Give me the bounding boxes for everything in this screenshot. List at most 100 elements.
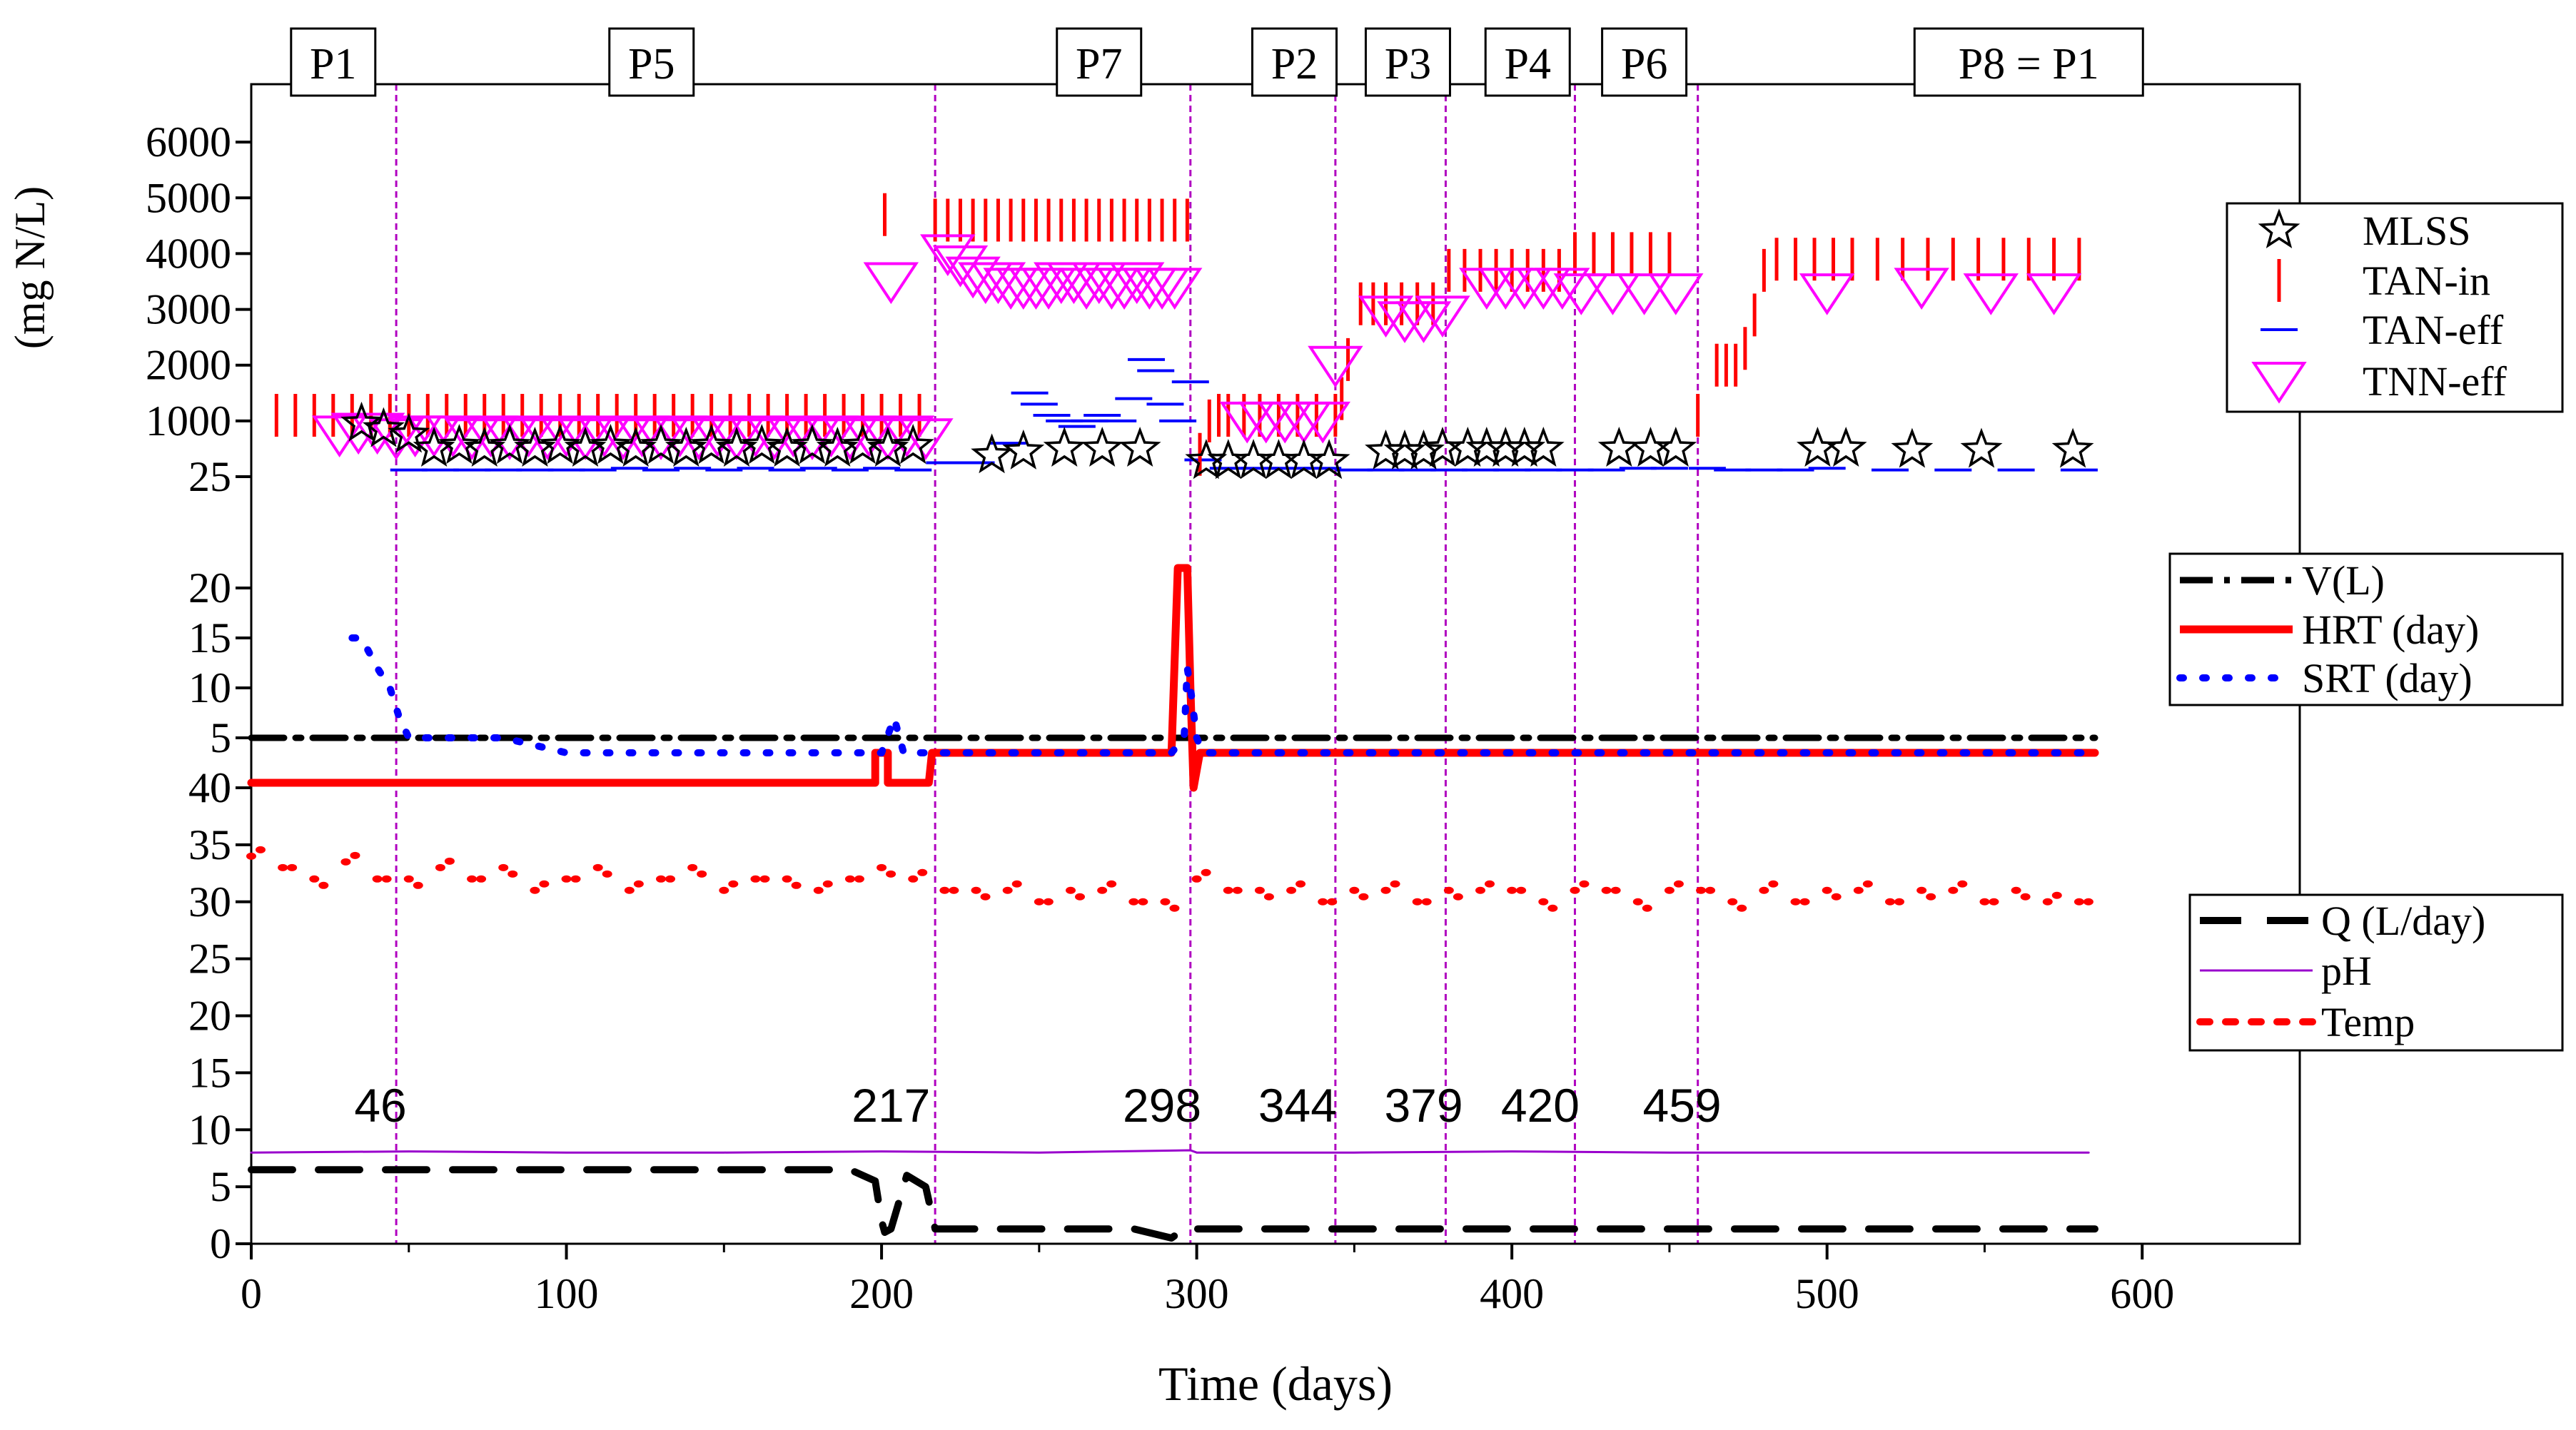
temp-point (1453, 893, 1463, 901)
tnn-eff-point (1894, 268, 1949, 310)
tnn-eff-point (747, 418, 802, 460)
tnn-eff-point (595, 418, 651, 460)
phase-label-box (1913, 27, 2144, 97)
temp-point (1263, 893, 1274, 901)
tnn-eff-point (1553, 273, 1610, 315)
legend-label: MLSS (2363, 208, 2471, 254)
series-ph-line (250, 1149, 2090, 1154)
y-tick-label: 35 (188, 821, 231, 868)
mlss-point (362, 407, 405, 447)
divider-day-label: 46 (354, 1079, 406, 1132)
temp-point (1642, 904, 1652, 912)
temp-point (1066, 886, 1076, 894)
temp-point (318, 881, 329, 889)
legend-label: TNN-eff (2363, 358, 2507, 405)
x-tick-label: 200 (849, 1270, 914, 1317)
legend-box (2226, 202, 2564, 413)
y-tick-label: 2000 (146, 342, 231, 389)
legend-label: pH (2321, 948, 2372, 994)
temp-point (1128, 898, 1139, 906)
temp-point (665, 875, 675, 883)
phase-label-box (1484, 27, 1571, 97)
phase-label-box (1056, 27, 1143, 97)
tnn-eff-point (1071, 262, 1127, 305)
tnn-eff-point (727, 415, 784, 458)
temp-point (1768, 880, 1779, 888)
tnn-eff-point (945, 256, 1001, 299)
tnn-eff-point (1021, 268, 1076, 310)
divider-day-label: 344 (1258, 1079, 1337, 1132)
temp-point (592, 863, 603, 871)
mlss-point (971, 433, 1013, 474)
temp-point (687, 863, 698, 871)
mlss-point (1308, 439, 1350, 480)
temp-point (476, 875, 487, 883)
phase-label-layer: P1 P5 P7 P2 P3 P4 P6 P8 = P1 (290, 27, 2144, 97)
mlss-point (413, 426, 455, 467)
tnn-eff-point (520, 418, 575, 460)
temp-point (2074, 898, 2084, 906)
mlss-point (1043, 426, 1086, 467)
mlss-point (340, 401, 383, 442)
temp-point (719, 886, 729, 894)
temp-point (1507, 886, 1517, 894)
temp-point (728, 880, 739, 888)
temp-point (908, 875, 919, 883)
tnn-eff-point (863, 262, 919, 305)
tnn-eff-point (822, 418, 878, 460)
temp-point (1727, 898, 1738, 906)
temp-point (2011, 886, 2021, 894)
temp-point (854, 875, 864, 883)
temp-point (782, 875, 792, 883)
temp-point (1696, 886, 1707, 894)
temp-point (1011, 880, 1022, 888)
tnn-eff-point (1415, 295, 1470, 338)
legend-label: Q (L/day) (2321, 898, 2485, 944)
x-axis: 0 100 200 300 400 500 600 (241, 1244, 2174, 1317)
mlss-point (388, 412, 430, 453)
temp-point (1579, 880, 1590, 888)
temp-point (1201, 868, 1211, 876)
y-tick-label: 10 (188, 664, 231, 711)
mlss-point (539, 424, 582, 465)
temp-point (2083, 898, 2093, 906)
temp-point (278, 863, 288, 871)
mlss-point (740, 424, 783, 465)
temp-point (1295, 880, 1306, 888)
temp-point (403, 875, 414, 883)
temp-point (1799, 898, 1810, 906)
tnn-eff-point (1616, 273, 1672, 315)
day-label-layer: 46 217 298 344 379 420 459 (354, 1079, 1721, 1132)
temp-point (570, 875, 581, 883)
mlss-point (766, 426, 808, 467)
temp-point (1737, 904, 1747, 912)
mlss-point (564, 426, 607, 467)
tnn-eff-point (841, 415, 897, 458)
tnn-eff-point (860, 418, 916, 460)
tnn-eff-point (538, 415, 595, 458)
temp-point (2051, 891, 2062, 899)
tnn-eff-point (482, 418, 537, 460)
mlss-point (1891, 427, 1934, 468)
temp-point (1358, 893, 1369, 901)
mlss-point (791, 424, 834, 465)
temp-point (1916, 886, 1927, 894)
y-tick-label: 0 (210, 764, 231, 811)
tnn-eff-point (879, 415, 935, 458)
phase-label: P1 (310, 40, 356, 88)
legend-label: TAN-in (2363, 258, 2490, 304)
temp-point (561, 875, 572, 883)
temp-point (1191, 875, 1202, 883)
tnn-eff-point (690, 415, 746, 458)
mlss-point (816, 426, 859, 467)
temp-point (1673, 880, 1684, 888)
y-tick-label: 1000 (146, 397, 231, 445)
temp-point (1885, 898, 1895, 906)
phase-label-box (1251, 27, 1338, 97)
y-tick-label: 25 (188, 935, 231, 983)
divider-day-label: 217 (852, 1079, 930, 1132)
mlss-point (1824, 426, 1867, 467)
temp-point (444, 857, 455, 865)
temp-point (1106, 880, 1117, 888)
